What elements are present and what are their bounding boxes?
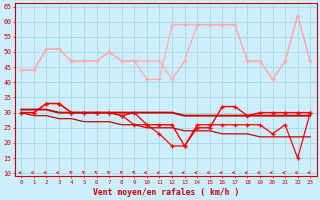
X-axis label: Vent moyen/en rafales ( km/h ): Vent moyen/en rafales ( km/h ) — [92, 188, 239, 197]
